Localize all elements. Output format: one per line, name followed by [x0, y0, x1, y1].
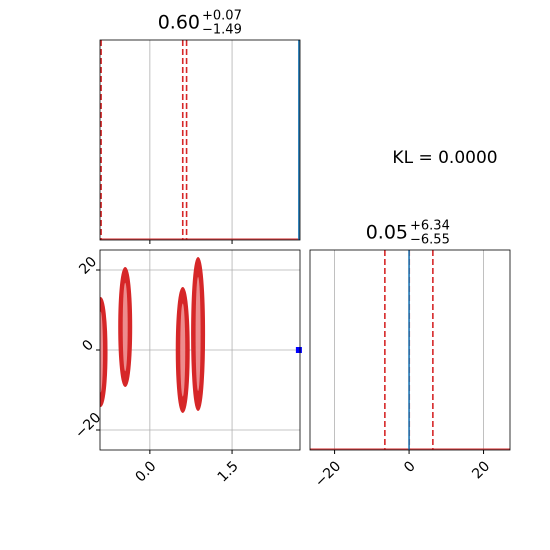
contour-inner — [122, 282, 128, 372]
truth-point — [295, 347, 302, 353]
panel-title: 0.60 — [158, 12, 200, 34]
title-lower-error: −1.49 — [202, 23, 242, 38]
panel-title: 0.05 — [366, 222, 408, 244]
panel-frame — [309, 249, 511, 451]
title-lower-error: −6.55 — [410, 233, 450, 248]
title-upper-error: +6.34 — [410, 219, 450, 234]
panel-frame — [99, 249, 301, 451]
contour-inner — [100, 311, 104, 393]
kl-annotation: KL = 0.0000 — [392, 148, 497, 168]
panel-frame — [99, 39, 301, 241]
title-upper-error: +0.07 — [202, 9, 242, 24]
contour-inner — [180, 303, 186, 397]
contour-inner — [195, 277, 201, 391]
